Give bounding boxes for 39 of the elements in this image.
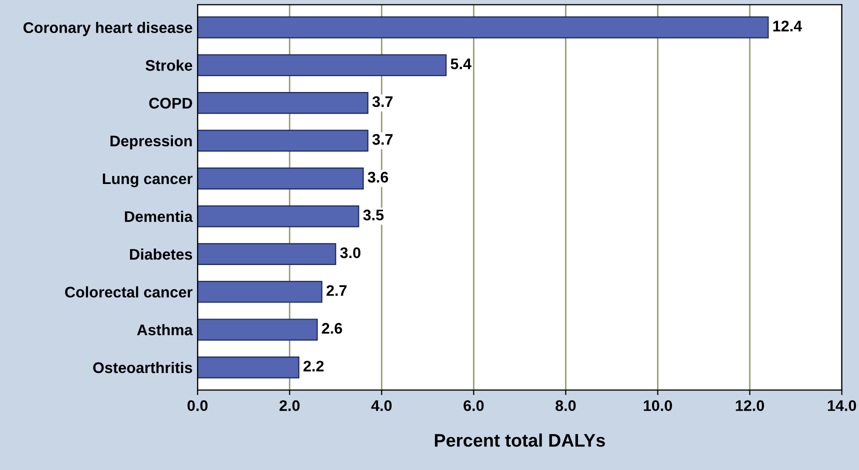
data-label: 3.5 [363,210,384,220]
bar [198,356,300,378]
y-tick-label: Lung cancer [102,174,192,188]
bar [198,130,368,152]
data-label: 12.4 [773,20,802,32]
y-tick-label: COPD [149,98,192,109]
x-tick-label: 6.0 [464,400,484,412]
y-tick-label: Dementia [124,210,193,222]
y-tick-label: Diabetes [130,248,192,260]
x-axis-title: Percent total DALYs [434,434,605,447]
data-label: 2.7 [326,285,347,296]
bar [198,280,322,303]
x-tick-label: 2.0 [280,400,300,412]
data-label: 2.2 [304,360,324,372]
y-tick-label: Depression [110,135,192,150]
bar [198,16,769,38]
bar [198,318,318,341]
bar [198,205,360,228]
data-label: 3.7 [372,96,393,108]
y-tick-label: Osteoarthritis [93,362,192,374]
x-tick-label: 14.0 [828,400,856,412]
x-tick-label: 4.0 [371,400,392,412]
bar [198,54,447,76]
y-tick-label: Stroke [146,60,192,71]
y-tick-label: Coronary heart disease [24,22,192,36]
data-label: 3.0 [340,247,360,258]
bar [198,92,368,114]
x-tick-label: 12.0 [736,400,764,412]
y-tick-label: Colorectal cancer [65,286,192,298]
data-label: 2.6 [322,322,342,334]
data-label: 3.6 [368,172,388,183]
x-tick-label: 0.0 [188,400,208,412]
y-tick-label: Asthma [137,324,193,336]
bar [198,168,364,190]
data-label: 5.4 [450,58,472,70]
data-label: 3.7 [372,134,393,145]
bar [198,243,336,266]
x-tick-label: 8.0 [556,400,576,412]
x-tick-label: 10.0 [644,400,672,412]
